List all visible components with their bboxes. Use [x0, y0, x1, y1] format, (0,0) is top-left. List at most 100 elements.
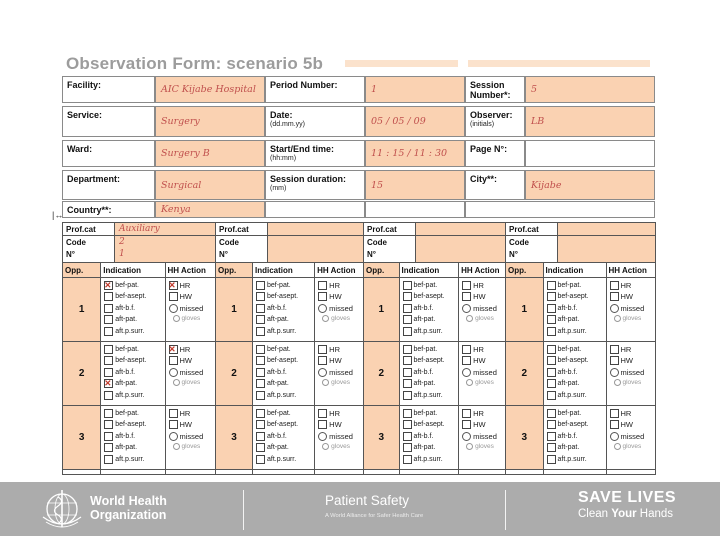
checkbox-bef-pat-: [256, 280, 265, 290]
checkbox-aft-p-surr-: [546, 326, 556, 336]
action-row: gloves: [169, 379, 215, 386]
bottom-strip-cell: [314, 469, 363, 474]
checkbox-aft-b-f-: [256, 303, 265, 313]
action-label: HW: [620, 356, 634, 365]
observer-value: LB: [525, 106, 655, 137]
indication-label: aft-b.f.: [267, 304, 287, 312]
indication-row: aft.p.surr.: [402, 326, 459, 336]
checkbox-aft-p-surr-: [402, 454, 412, 464]
indication-label: bef-pat.: [413, 345, 438, 353]
action-label: HR: [329, 344, 340, 354]
action-row: HR: [609, 408, 656, 418]
bottom-strip-cell: [215, 469, 252, 474]
action-label: HW: [620, 292, 634, 301]
code-n-label: Code N°: [505, 235, 557, 262]
action-row: HW: [168, 292, 215, 301]
hh-action-cell: HR HW missed gloves: [314, 277, 363, 341]
indication-row: bef-pat.: [546, 344, 606, 354]
action-label: gloves: [331, 379, 350, 386]
checkbox-aft-pat-: [104, 315, 114, 324]
bottom-strip-cell: [542, 469, 606, 474]
observer-label-text: Observer:: [470, 110, 513, 120]
footer-bar: World Health Organization Patient Safety…: [0, 482, 720, 536]
code-label: Code: [367, 238, 387, 247]
action-row: HR: [462, 280, 505, 290]
checkbox-aft-p-surr-: [256, 390, 265, 400]
opp-header: Opp.: [505, 262, 543, 277]
action-label: HR: [329, 280, 340, 290]
checkbox-hr: [609, 344, 619, 354]
checkbox-hr: [609, 408, 619, 418]
action-label: HW: [329, 356, 342, 365]
indication-row: aft-b.f.: [104, 367, 164, 377]
profcat-group-3: Prof.cat Code N°: [363, 222, 506, 263]
checkbox-bef-asept-: [402, 292, 412, 301]
indication-cell: bef-pat. bef-asept. aft-b.f. aft-pat. aft.p.…: [398, 277, 459, 341]
profcat-group-1: Prof.cat Auxiliary Code N° 2 1: [62, 222, 216, 263]
checkbox-aft-b-f-: [256, 431, 265, 441]
indication-cell: bef-pat. bef-asept. aft-b.f. aft-pat. aft.p.…: [252, 405, 315, 469]
profcat-label: Prof.cat: [505, 222, 557, 235]
duration-label: Session duration: (mm): [265, 170, 365, 200]
indication-row: aft.p.surr.: [256, 390, 314, 400]
action-row: gloves: [318, 443, 363, 450]
indication-label: aft.p.surr.: [413, 455, 443, 463]
clean-suffix: Hands: [636, 508, 674, 520]
indication-label: aft-pat.: [267, 444, 289, 451]
indication-label: aft-pat.: [557, 380, 580, 387]
time-format-hint: (hh:mm): [270, 155, 297, 162]
obs-group-2: Opp. Indication HH Action 1 bef-pat. bef-asep…: [215, 262, 364, 475]
action-label: HR: [329, 408, 340, 418]
indication-label: bef-asept.: [267, 293, 299, 300]
profcat-value: Auxiliary: [114, 222, 215, 235]
indication-label: bef-asept.: [267, 421, 299, 428]
indication-label: bef-asept.: [115, 421, 147, 428]
action-row: HW: [168, 420, 215, 429]
opportunity-number: 3: [215, 405, 252, 469]
obs-group-4: Opp. Indication HH Action 1 bef-pat. bef-asep…: [505, 262, 656, 475]
hh-action-cell: HR HW missed gloves: [605, 277, 655, 341]
indication-row: aft-b.f.: [402, 367, 459, 377]
action-row: missed: [462, 303, 505, 313]
footer-divider: [243, 490, 244, 530]
checkbox-hw: [318, 292, 328, 301]
save-lives-label: SAVE LIVES: [578, 489, 677, 506]
checkbox-bef-pat-: [402, 344, 412, 354]
checkbox-aft-pat-: [546, 315, 556, 324]
action-label: HW: [620, 420, 634, 429]
indication-row: aft-b.f.: [104, 303, 164, 313]
action-row: HW: [462, 356, 505, 365]
action-label: HW: [473, 356, 486, 365]
checkbox-aft-p-surr-: [256, 454, 265, 464]
opp-header: Opp.: [62, 262, 101, 277]
radio-missed: [462, 431, 472, 441]
profcat-value: [557, 222, 655, 235]
code-value: 2: [119, 237, 125, 247]
checkbox-aft-pat-: [402, 315, 412, 324]
empty-cell: [265, 201, 365, 218]
radio-gloves: [172, 443, 180, 450]
date-label: Date: (dd.mm.yy): [265, 106, 365, 137]
action-label: missed: [620, 367, 645, 377]
indication-label: bef-asept.: [413, 421, 445, 428]
action-label: HR: [620, 280, 632, 290]
bottom-strip-cell: [100, 469, 165, 474]
action-row: gloves: [610, 379, 656, 386]
checkbox-hw: [609, 292, 619, 301]
action-row: HR: [168, 344, 215, 355]
indication-label: aft-pat.: [267, 316, 289, 323]
checkbox-bef-asept-: [402, 356, 412, 365]
country-value: Kenya: [155, 201, 265, 218]
opportunity-number: 3: [62, 405, 101, 469]
opportunity-number: 1: [505, 277, 543, 341]
indication-row: bef-pat.: [104, 344, 164, 354]
checkbox-hw: [609, 420, 619, 429]
empty-cell: [365, 201, 465, 218]
bottom-strip-cell: [458, 469, 505, 474]
action-label: missed: [620, 431, 645, 441]
radio-gloves: [613, 443, 621, 450]
indication-label: aft-b.f.: [267, 432, 287, 440]
clean-prefix: Clean: [578, 508, 612, 520]
checkbox-aft-p-surr-: [402, 390, 412, 400]
action-row: HR: [462, 344, 505, 354]
